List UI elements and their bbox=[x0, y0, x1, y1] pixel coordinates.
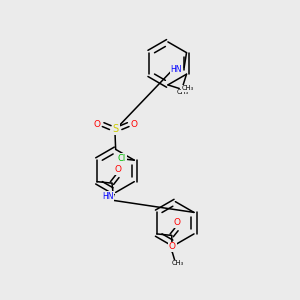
Text: CH₃: CH₃ bbox=[182, 85, 194, 91]
Text: HN: HN bbox=[170, 65, 182, 74]
Text: CH₃: CH₃ bbox=[177, 89, 189, 95]
Text: O: O bbox=[114, 165, 122, 174]
Text: CH₃: CH₃ bbox=[172, 260, 184, 266]
Text: O: O bbox=[131, 120, 138, 129]
Text: S: S bbox=[112, 124, 119, 134]
Text: Cl: Cl bbox=[118, 154, 126, 163]
Text: HN: HN bbox=[102, 192, 114, 201]
Text: O: O bbox=[94, 120, 100, 129]
Text: O: O bbox=[174, 218, 181, 227]
Text: O: O bbox=[169, 242, 176, 251]
